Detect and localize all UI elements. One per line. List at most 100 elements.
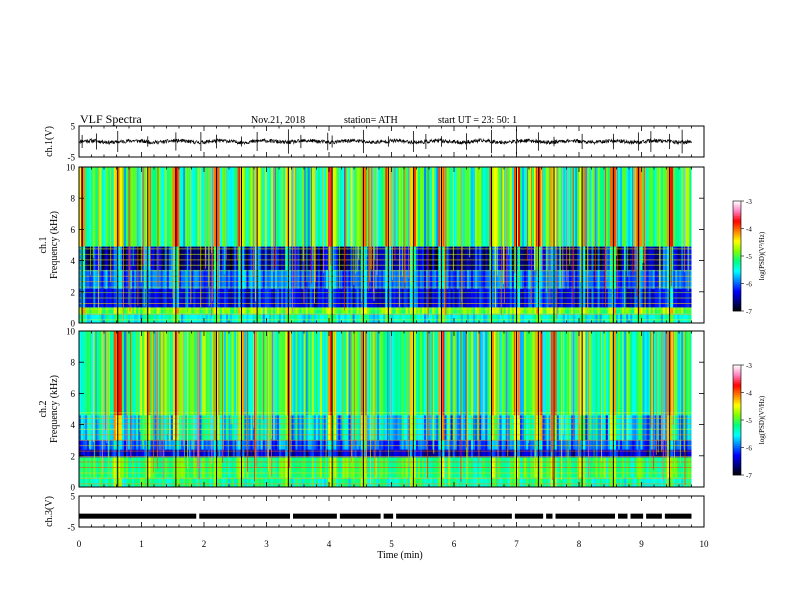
ch1-spec-cell — [211, 307, 215, 314]
ch1-spec-cell — [577, 269, 580, 289]
ch1-spec-cell — [344, 313, 347, 323]
ch2-spec-cell — [132, 449, 135, 458]
ch2-spec-cell — [481, 477, 484, 487]
ch1-spec-cell — [626, 313, 629, 323]
ch1-cbar-label: log(PSD)(V²/Hz) — [758, 231, 766, 280]
ch1-spec-cell — [199, 313, 202, 323]
ch1-spec-cell — [342, 269, 345, 289]
ch2-spec-cell — [326, 331, 329, 416]
ch2-spec-cell — [658, 440, 662, 450]
ch1-spec-cell — [381, 167, 384, 247]
ch1-spec-cell — [419, 246, 423, 270]
ch1-spec-cell — [642, 269, 645, 289]
ch2-spec-cell — [405, 440, 409, 450]
ch2-spec-cell — [446, 477, 449, 487]
ch1-spec-cell — [417, 313, 421, 323]
ch1-spec-cell — [442, 313, 445, 323]
ch1-spec-cell — [634, 269, 637, 289]
ch1-spec-cell — [466, 246, 470, 270]
ch2-spec-cell — [530, 449, 533, 458]
ch2-spec-cell — [662, 449, 666, 458]
ch1-spec-cell — [644, 246, 647, 270]
ch2-spec-cell — [113, 440, 117, 450]
ch1-cbar-swatch — [733, 278, 741, 281]
ch2-spec-cell — [366, 449, 370, 458]
ch1-spec-cell — [638, 246, 641, 270]
ch1-spec-cell — [309, 307, 313, 314]
ch1-spec-cell — [448, 167, 451, 247]
ch2-spec-cell — [99, 477, 102, 487]
ch1-spec-cell — [685, 269, 688, 289]
ch2-spec-cell — [538, 415, 541, 441]
ch2-spec-cell — [228, 449, 231, 458]
ch2-spec-cell — [164, 415, 168, 441]
ch1-spec-cell — [383, 313, 386, 323]
ch1-spec-cell — [471, 313, 474, 323]
ch2-spec-cell — [473, 331, 476, 416]
ch1-spec-cell — [354, 269, 358, 289]
ch2-spec-cell — [156, 331, 160, 416]
ch2-spec-cell — [242, 477, 245, 487]
ch1-spec-cell — [203, 246, 206, 270]
ch1-spec-cell — [654, 167, 658, 247]
ch2-spec-cell — [172, 415, 176, 441]
ch1-spec-cell — [669, 313, 672, 323]
ch2-spec-cell — [448, 449, 451, 458]
ch2-spec-cell — [328, 440, 331, 450]
ch1-spec-cell — [262, 269, 266, 289]
ch2-spec-cell — [446, 415, 449, 441]
ch2-spec-cell — [642, 449, 645, 458]
ch1-spec-cell — [324, 167, 327, 247]
ch2-spec-cell — [385, 440, 388, 450]
ch1-spec-cell — [632, 269, 635, 289]
ch2-spec-cell — [136, 477, 139, 487]
ch2-spec-cell — [258, 477, 262, 487]
ch1-spec-cell — [554, 167, 558, 247]
ch2-spec-cell — [266, 415, 270, 441]
ch2-spec-cell — [548, 477, 552, 487]
ch2-spec-cell — [311, 331, 315, 416]
ch2-spec-cell — [326, 477, 329, 487]
ch2-spec-cell — [613, 477, 617, 487]
ch2-spec-cell — [448, 331, 451, 416]
ch1-spec-cell — [442, 167, 445, 247]
ch2-spec-cell — [130, 331, 133, 416]
ch1-spec-cell — [660, 307, 664, 314]
ch2-spec-cell — [379, 331, 382, 416]
ch2-spec-cell — [538, 477, 541, 487]
ch1-spec-cell — [407, 246, 411, 270]
ch2-spec-cell — [660, 331, 664, 416]
ch2-spec-cell — [209, 415, 213, 441]
ch1-spec-cell — [642, 167, 645, 247]
ch1-spec-cell — [272, 246, 276, 270]
ch1-spec-cell — [620, 269, 623, 289]
ch2-spec-cell — [660, 449, 664, 458]
ch1-spec-cell — [338, 307, 341, 314]
ch1-spec-cell — [587, 269, 590, 289]
ch2-spec-cell — [585, 415, 588, 441]
ch1-cbar-swatch — [733, 261, 741, 264]
ch1-spec-cell — [338, 313, 341, 323]
ch2-spec-cell — [409, 477, 413, 487]
ch1-spec-cell — [346, 246, 349, 270]
ch2-spec-cell — [346, 477, 349, 487]
ch1-spec-cell — [681, 307, 684, 314]
ch1-spec-cell — [185, 269, 188, 289]
ch2-spec-cell — [683, 477, 686, 487]
ch2-spec-cell — [628, 331, 631, 416]
ch1-spec-cell — [485, 246, 488, 270]
ch2-spec-cell — [85, 331, 88, 416]
ch1-spec-cell — [209, 313, 213, 323]
ch1-spec-cell — [650, 313, 654, 323]
ch2-spec-cell — [477, 477, 480, 487]
ch2-spec-cell — [289, 331, 292, 416]
ch1-spec-cell — [191, 269, 194, 289]
ch2-spec-cell — [319, 477, 323, 487]
ch2-spec-cell — [442, 415, 445, 441]
ch2-cbar-swatch — [733, 407, 741, 410]
ch2-spec-cell — [573, 440, 576, 450]
ch2-spec-cell — [315, 440, 319, 450]
ch2-spec-cell — [450, 331, 454, 416]
ch1-spec-cell — [562, 313, 566, 323]
ch2-spec-cell — [593, 477, 596, 487]
